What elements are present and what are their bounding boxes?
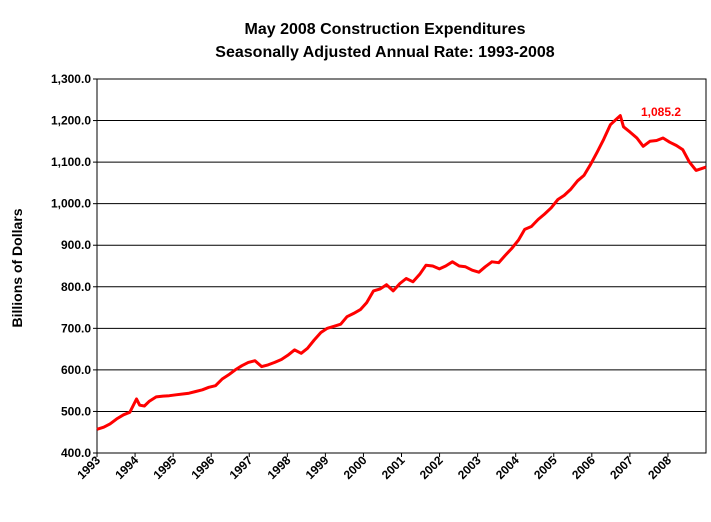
x-tick-label: 2001: [379, 453, 408, 482]
x-tick-label: 2000: [341, 453, 370, 482]
chart-subtitle: Seasonally Adjusted Annual Rate: 1993-20…: [215, 44, 554, 61]
y-tick-label: 1,300.0: [51, 72, 91, 86]
y-axis-label: Billions of Dollars: [9, 208, 25, 327]
series-line: [96, 114, 707, 431]
y-tick-label: 700.0: [61, 321, 91, 335]
x-tick-label: 1994: [112, 453, 141, 482]
x-tick-label: 2007: [607, 453, 636, 482]
last-value-annotation: 1,085.2: [641, 105, 681, 119]
y-tick-label: 1,200.0: [51, 114, 91, 128]
plot-area: [96, 78, 707, 454]
y-tick-label: 500.0: [61, 404, 91, 418]
grid-lines: [97, 120, 706, 412]
x-tick-label: 2005: [531, 453, 560, 482]
x-tick-label: 2004: [493, 453, 522, 482]
series-layer: [96, 114, 707, 431]
x-tick-label: 2003: [455, 453, 484, 482]
y-tick-label: 1,000.0: [51, 197, 91, 211]
x-tick-label: 1995: [150, 453, 179, 482]
x-tick-label: 1999: [303, 453, 332, 482]
x-axis: 1993 1994 1995 1996 1997 1998 1999 2000 2001 2002…: [74, 453, 674, 482]
y-tick-label: 900.0: [61, 238, 91, 252]
y-axis: 400.0 500.0 600.0 700.0 800.0 900.0 1,000.0 1,1…: [51, 72, 97, 460]
x-tick-label: 2006: [569, 453, 598, 482]
y-tick-label: 600.0: [61, 363, 91, 377]
y-tick-label: 1,100.0: [51, 155, 91, 169]
x-tick-label: 2002: [417, 453, 446, 482]
y-tick-label: 400.0: [61, 446, 91, 460]
x-tick-label: 1998: [265, 453, 294, 482]
x-tick-label: 1997: [227, 453, 256, 482]
y-tick-label: 800.0: [61, 280, 91, 294]
x-tick-label: 2008: [645, 453, 674, 482]
x-tick-label: 1996: [189, 453, 218, 482]
chart-title: May 2008 Construction Expenditures: [245, 21, 526, 38]
